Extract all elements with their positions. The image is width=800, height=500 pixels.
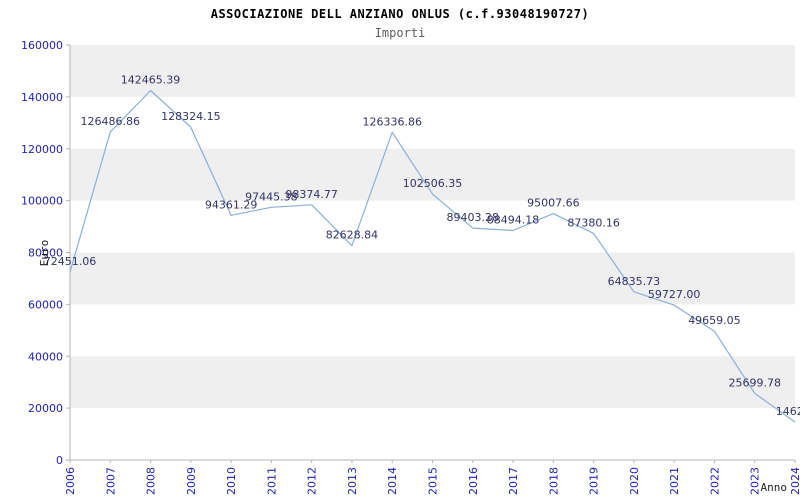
grid-band <box>70 148 795 201</box>
x-tick-label: 2007 <box>104 467 117 495</box>
point-label: 89403.28 <box>447 211 500 224</box>
point-label: 82628.84 <box>326 229 379 242</box>
point-label: 87380.16 <box>567 216 620 229</box>
grid-band <box>70 252 795 305</box>
point-label: 126486.86 <box>81 115 141 128</box>
y-tick-label: 80000 <box>28 247 63 260</box>
x-tick-label: 2016 <box>467 467 480 495</box>
grid-band <box>70 304 795 357</box>
x-tick-label: 2014 <box>386 467 399 495</box>
point-label: 88494.18 <box>487 213 540 226</box>
y-axis-name: Euro <box>38 240 51 267</box>
grid-band <box>70 96 795 149</box>
y-tick-label: 0 <box>56 454 63 467</box>
x-tick-label: 2018 <box>547 467 560 495</box>
point-label: 142465.39 <box>121 73 181 86</box>
x-tick-label: 2017 <box>507 467 520 495</box>
y-tick-label: 40000 <box>28 350 63 363</box>
x-tick-label: 2012 <box>306 467 319 495</box>
x-tick-label: 2008 <box>145 467 158 495</box>
y-tick-label: 140000 <box>21 91 63 104</box>
x-tick-label: 2020 <box>628 467 641 495</box>
point-label: 97445.38 <box>245 190 298 203</box>
x-tick-label: 2024 <box>789 467 800 495</box>
point-label: 98374.77 <box>285 188 338 201</box>
point-label: 64835.73 <box>608 275 661 288</box>
point-label: 95007.66 <box>527 197 580 210</box>
chart-subtitle: Importi <box>374 26 426 40</box>
x-tick-label: 2009 <box>185 467 198 495</box>
x-tick-label: 2019 <box>588 467 601 495</box>
point-label: 59727.00 <box>648 288 701 301</box>
x-tick-label: 2015 <box>427 467 440 495</box>
x-tick-label: 2006 <box>64 467 77 495</box>
point-label: 128324.15 <box>161 110 221 123</box>
grid-band <box>70 408 795 460</box>
x-tick-label: 2011 <box>265 467 278 495</box>
point-label: 126336.86 <box>362 115 422 128</box>
grid-band <box>70 200 795 253</box>
grid-band <box>70 45 795 97</box>
point-label: 25699.78 <box>728 376 781 389</box>
point-label: 94361.29 <box>205 198 258 211</box>
point-label: 49659.05 <box>688 314 741 327</box>
x-tick-label: 2013 <box>346 467 359 495</box>
y-tick-label: 20000 <box>28 402 63 415</box>
y-tick-label: 120000 <box>21 143 63 156</box>
y-tick-label: 60000 <box>28 298 63 311</box>
x-axis-name: Anno <box>761 481 788 494</box>
grid-band <box>70 356 795 409</box>
x-tick-label: 2021 <box>668 467 681 495</box>
point-label: 72451.06 <box>44 255 97 268</box>
x-tick-label: 2010 <box>225 467 238 495</box>
y-tick-label: 100000 <box>21 195 63 208</box>
point-label: 14627. <box>776 405 800 418</box>
x-tick-label: 2022 <box>708 467 721 495</box>
y-tick-label: 160000 <box>21 39 63 52</box>
x-tick-label: 2023 <box>749 467 762 495</box>
chart-title: ASSOCIAZIONE DELL ANZIANO ONLUS (c.f.930… <box>210 7 590 21</box>
point-label: 102506.35 <box>403 177 463 190</box>
data-line <box>69 89 796 423</box>
